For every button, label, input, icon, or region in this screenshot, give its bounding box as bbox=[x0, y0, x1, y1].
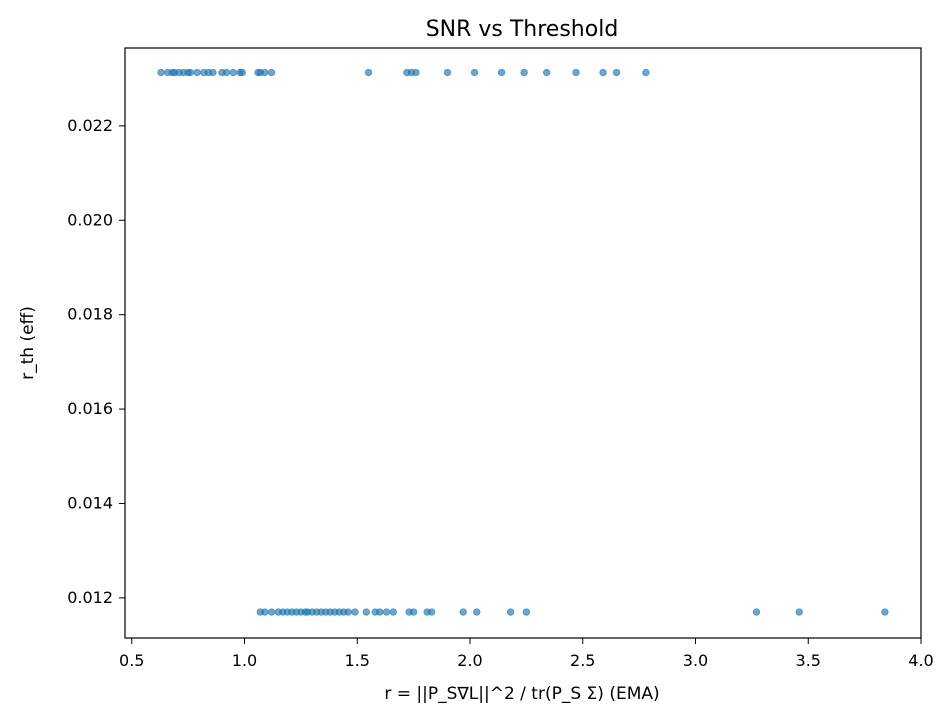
x-tick-label: 3.5 bbox=[796, 651, 821, 670]
data-point bbox=[795, 608, 803, 616]
data-point bbox=[572, 68, 580, 77]
y-tick-label: 0.014 bbox=[67, 493, 113, 512]
data-point bbox=[520, 68, 528, 77]
y-tick-label: 0.018 bbox=[67, 305, 113, 324]
data-point bbox=[193, 68, 201, 77]
data-point bbox=[238, 68, 246, 77]
data-point bbox=[261, 608, 269, 616]
points-layer bbox=[157, 68, 889, 616]
x-axis-label: r = ||P_S∇L||^2 / tr(P_S Σ) (EMA) bbox=[384, 684, 659, 704]
x-tick-label: 0.5 bbox=[119, 651, 144, 670]
data-point bbox=[881, 608, 889, 616]
data-point bbox=[497, 68, 506, 77]
data-point bbox=[229, 68, 237, 77]
x-tick-label: 4.0 bbox=[908, 651, 933, 670]
chart-title: SNR vs Threshold bbox=[426, 17, 619, 42]
plot-frame bbox=[124, 47, 922, 639]
data-point bbox=[542, 68, 551, 77]
data-point bbox=[459, 608, 467, 616]
data-point bbox=[261, 68, 269, 77]
x-tick-label: 3.0 bbox=[683, 651, 708, 670]
data-point bbox=[409, 608, 418, 616]
data-point bbox=[412, 68, 420, 77]
data-point bbox=[612, 68, 621, 77]
y-tick-label: 0.016 bbox=[67, 399, 113, 418]
y-tick-label: 0.012 bbox=[67, 588, 113, 607]
data-point bbox=[642, 68, 650, 77]
data-point bbox=[382, 608, 391, 616]
x-tick-label: 1.5 bbox=[345, 651, 370, 670]
x-tick-label: 2.5 bbox=[570, 651, 595, 670]
data-point bbox=[522, 608, 531, 616]
data-point bbox=[506, 608, 515, 616]
data-point bbox=[186, 68, 195, 77]
data-point bbox=[376, 608, 384, 616]
data-point bbox=[752, 608, 761, 616]
data-point bbox=[209, 68, 217, 77]
y-ticks: 0.012 0.014 0.016 0.018 0.020 0.022 bbox=[67, 116, 125, 607]
x-tick-label: 1.0 bbox=[232, 651, 257, 670]
data-point bbox=[443, 68, 452, 77]
data-point bbox=[389, 608, 398, 616]
y-tick-label: 0.022 bbox=[67, 116, 113, 135]
x-tick-label: 2.0 bbox=[457, 651, 482, 670]
data-point bbox=[599, 68, 607, 77]
data-point bbox=[351, 608, 359, 616]
x-ticks: 0.5 1.0 1.5 2.0 2.5 3.0 3.5 4.0 bbox=[119, 638, 934, 670]
data-point bbox=[427, 608, 436, 616]
data-point bbox=[470, 68, 479, 77]
data-point bbox=[473, 608, 481, 616]
data-point bbox=[364, 68, 373, 77]
data-point bbox=[157, 68, 165, 77]
data-point bbox=[222, 68, 231, 77]
data-point bbox=[267, 68, 276, 77]
data-point bbox=[267, 608, 276, 616]
data-point bbox=[362, 608, 370, 616]
y-axis-label: r_th (eff) bbox=[18, 306, 38, 380]
y-tick-label: 0.020 bbox=[67, 210, 113, 229]
data-point bbox=[344, 608, 352, 616]
